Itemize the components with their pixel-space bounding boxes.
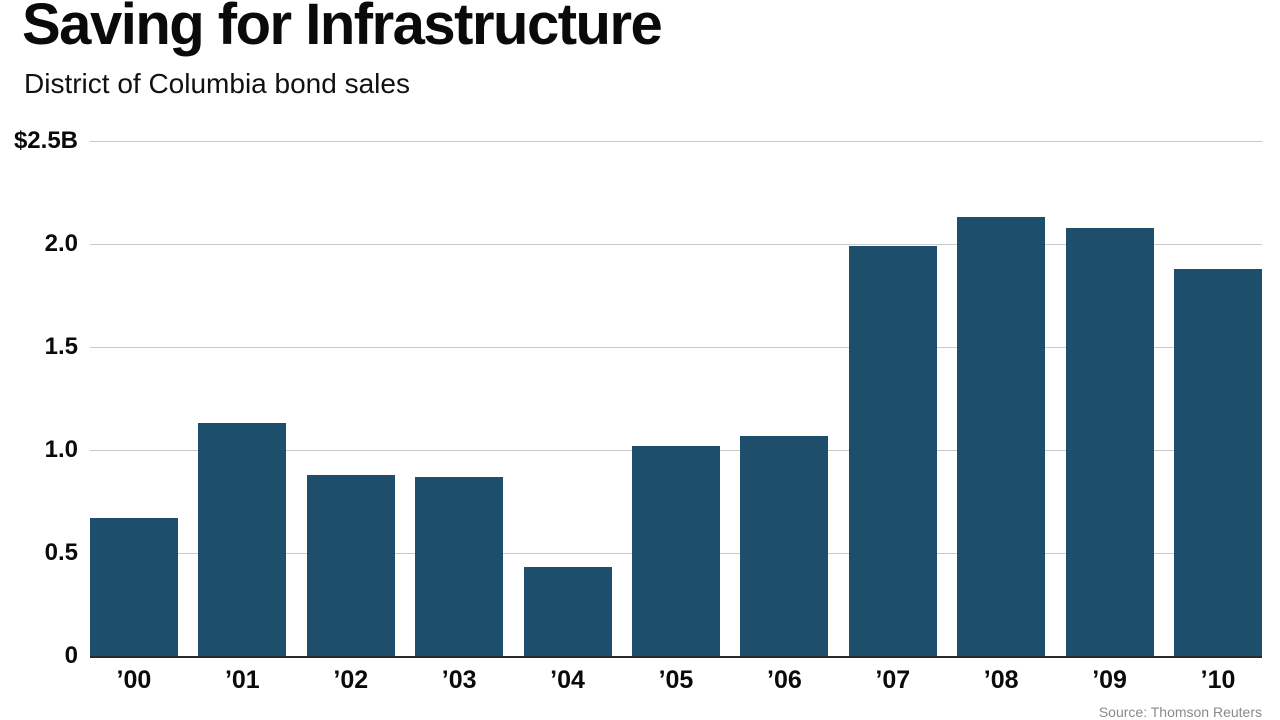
plot-area: $2.5B 2.0 1.5 1.0 0.5 0’00’01’02’03’04’05’06’… <box>14 127 1262 694</box>
bar-column: ’03 <box>415 141 504 694</box>
bar-06 <box>740 435 829 656</box>
bar-column: ’01 <box>198 141 287 694</box>
x-tick-label: ’09 <box>1092 666 1127 694</box>
x-tick-label: ’07 <box>875 666 911 694</box>
bar-10 <box>1174 268 1262 656</box>
bar-column: ’10 <box>1174 141 1262 694</box>
bar-column: ’07 <box>848 141 937 694</box>
y-tick-label: 0.5 <box>44 539 78 566</box>
x-tick-label: ’03 <box>441 666 477 694</box>
gridline <box>90 141 1262 142</box>
y-tick-label: $2.5B <box>13 127 78 154</box>
y-tick-label: 0 <box>64 642 78 669</box>
source-note: Source: Thomson Reuters <box>1098 704 1262 720</box>
bar-08 <box>957 217 1046 656</box>
bar-column: ’04 <box>523 141 612 694</box>
x-tick-label: ’04 <box>550 666 585 694</box>
gridline <box>90 244 1262 245</box>
bar-01 <box>198 423 287 656</box>
bar-09 <box>1065 227 1154 656</box>
chart-subtitle: District of Columbia bond sales <box>24 68 410 99</box>
bar-column: ’05 <box>632 141 720 694</box>
bar-02 <box>306 474 395 656</box>
x-tick-label: ’06 <box>766 666 802 694</box>
x-tick-label: ’08 <box>983 666 1019 694</box>
chart-title: Saving for Infrastructure <box>22 0 663 57</box>
bar-column: ’08 <box>957 141 1046 694</box>
y-tick-label: 1.0 <box>44 436 78 463</box>
x-tick-label: ’01 <box>224 666 260 694</box>
bar-column: ’06 <box>740 141 829 694</box>
bar-07 <box>848 246 937 656</box>
y-tick-label: 1.5 <box>44 333 78 360</box>
bar-04 <box>523 567 612 656</box>
x-tick-label: ’02 <box>333 666 369 694</box>
x-tick-label: ’05 <box>658 666 694 694</box>
y-tick-label: 2.0 <box>44 230 78 257</box>
bar-column: ’00 <box>90 141 178 694</box>
bar-03 <box>415 476 504 656</box>
bar-05 <box>632 445 720 656</box>
bar-column: ’09 <box>1065 141 1154 694</box>
gridline <box>90 347 1262 348</box>
bar-00 <box>90 517 178 656</box>
x-tick-label: ’10 <box>1200 666 1236 694</box>
bars-row: ’00 ’01 ’02 ’03 ’04 ’05 ’06 ’07 ’08 ’09 ’10 <box>90 141 1262 694</box>
bar-column: ’02 <box>306 141 395 694</box>
x-tick-label: ’00 <box>116 666 152 694</box>
x-axis-line <box>90 656 1262 658</box>
